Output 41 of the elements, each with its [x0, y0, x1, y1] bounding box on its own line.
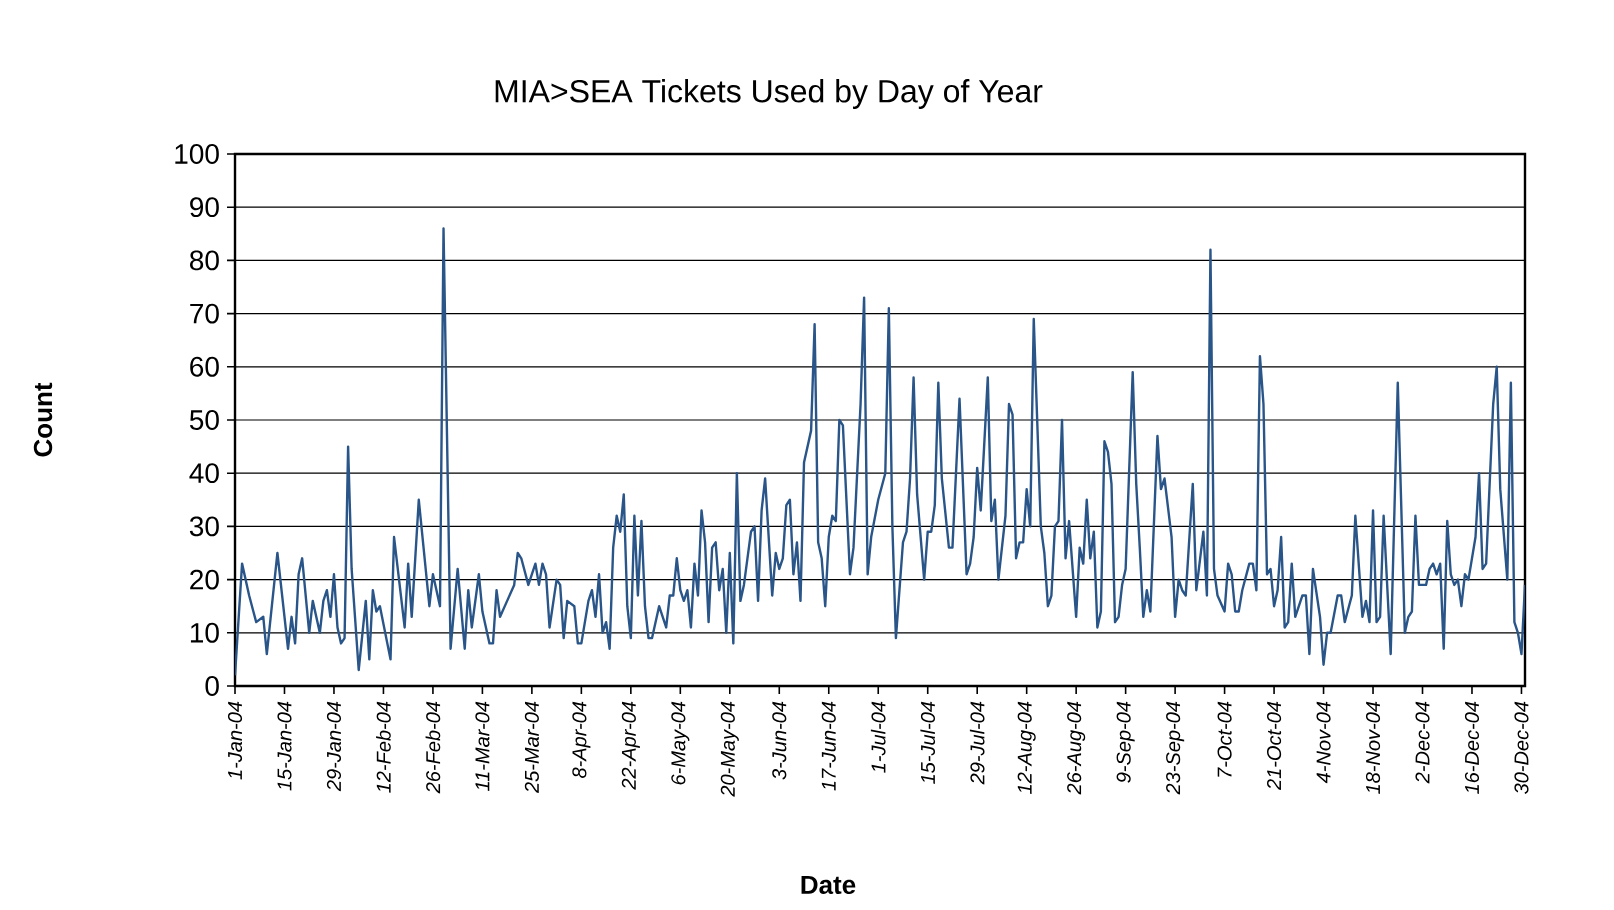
x-tick-label: 29-Jul-04 [969, 701, 985, 785]
y-tick-label: 90 [190, 197, 219, 218]
x-tick-label: 11-Mar-04 [475, 701, 490, 791]
x-tick-label: 9-Sep-04 [1116, 701, 1135, 783]
x-tick-label: 12-Aug-04 [1017, 701, 1036, 794]
y-tick-label: 70 [190, 303, 219, 324]
x-tick-label: 7-Oct-04 [1217, 701, 1232, 777]
x-tick-label: 12-Feb-04 [376, 701, 391, 793]
y-tick-label: 80 [190, 250, 219, 271]
x-tick-label: 1-Jan-04 [227, 701, 243, 780]
y-tick-label: 10 [190, 622, 219, 643]
chart-title: MIA>SEA Tickets Used by Day of Year [495, 79, 1043, 109]
y-tick-label: 0 [205, 676, 219, 696]
x-tick-label: 20-May-04 [720, 701, 739, 797]
y-tick-label: 30 [189, 516, 219, 537]
y-axis-title: Count [33, 382, 53, 457]
x-tick-label: 21-Oct-04 [1266, 701, 1282, 791]
x-tick-label: 16-Dec-04 [1464, 701, 1480, 794]
y-tick-label: 50 [189, 410, 219, 430]
x-tick-label: 22-Apr-04 [621, 701, 640, 790]
x-tick-label: 8-Apr-04 [572, 701, 591, 778]
x-tick-label: 3-Jun-04 [772, 701, 787, 780]
x-tick-label: 17-Jun-04 [821, 701, 836, 791]
x-axis-title: Date [801, 875, 856, 895]
x-tick-label: 29-Jan-04 [326, 701, 342, 792]
x-tick-label: 2-Dec-04 [1415, 701, 1430, 784]
y-tick-label: 100 [175, 144, 219, 164]
x-tick-label: 1-Jul-04 [870, 701, 886, 773]
x-tick-label: 15-Jul-04 [920, 701, 936, 784]
x-tick-label: 18-Nov-04 [1365, 701, 1381, 794]
x-tick-label: 26-Feb-04 [425, 701, 441, 794]
x-tick-label: 6-May-04 [671, 701, 690, 785]
x-tick-label: 23-Sep-04 [1166, 701, 1185, 795]
x-tick-label: 25-Mar-04 [524, 701, 539, 794]
x-tick-label: 15-Jan-04 [277, 701, 292, 791]
x-tick-label: 4-Nov-04 [1316, 701, 1331, 784]
y-tick-label: 20 [190, 569, 219, 590]
y-tick-label: 40 [189, 463, 219, 484]
x-tick-label: 30-Dec-04 [1514, 701, 1529, 794]
y-tick-label: 60 [190, 356, 219, 377]
x-tick-label: 26-Aug-04 [1067, 701, 1086, 795]
